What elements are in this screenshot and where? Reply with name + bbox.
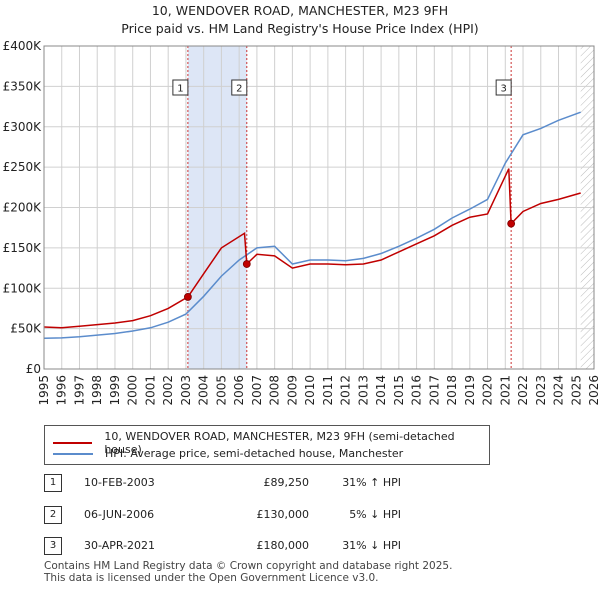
transaction-row: 2 06-JUN-2006 £130,000 5% ↓ HPI [44, 506, 464, 526]
x-tick-label: 2021 [498, 375, 512, 406]
x-tick-label: 2009 [285, 375, 299, 406]
x-tick-label: 2020 [481, 375, 495, 406]
chart-title: 10, WENDOVER ROAD, MANCHESTER, M23 9FH [151, 3, 449, 18]
legend-swatch-property [53, 442, 93, 444]
transaction-price: £130,000 [256, 508, 310, 521]
x-tick-label: 2006 [232, 375, 246, 406]
y-tick-label: £400K [3, 39, 43, 53]
x-tick-label: 2004 [197, 375, 211, 406]
sale-point [242, 260, 251, 268]
sale-point [183, 293, 192, 301]
transaction-date: 06-JUN-2006 [84, 508, 155, 521]
y-tick-label: £250K [3, 160, 43, 174]
x-tick-label: 2013 [356, 375, 370, 406]
x-tick-label: 2023 [534, 375, 548, 406]
plot-frame [43, 45, 595, 370]
x-tick-label: 2019 [463, 375, 477, 406]
hpi-line [43, 111, 581, 340]
legend-label-hpi: HPI: Average price, semi-detached house,… [105, 447, 404, 460]
sale-label-box [172, 79, 189, 96]
sale-label: 3 [500, 84, 506, 95]
transaction-row: 3 30-APR-2021 £180,000 31% ↓ HPI [44, 537, 464, 557]
footer-copyright: Contains HM Land Registry data © Crown c… [44, 560, 453, 572]
sale-label: 1 [177, 84, 183, 95]
x-tick-label: 2012 [339, 375, 353, 406]
x-tick-label: 2008 [268, 375, 282, 406]
chart-subtitle: Price paid vs. HM Land Registry's House … [121, 21, 479, 36]
y-tick-label: £350K [3, 79, 43, 93]
y-tick-label: £200K [3, 201, 43, 215]
x-tick-label: 2017 [427, 375, 441, 406]
transaction-price: £180,000 [256, 539, 310, 552]
sale-point [507, 219, 516, 228]
legend-swatch-hpi [53, 452, 93, 455]
y-tick-label: £100K [3, 281, 43, 295]
sale-label-box [231, 79, 248, 96]
sale-label: 2 [236, 84, 242, 95]
y-tick-label: £300K [3, 120, 43, 134]
x-tick-label: 2011 [321, 375, 335, 406]
x-tick-label: 1997 [72, 375, 86, 406]
legend-item-hpi: HPI: Average price, semi-detached house,… [53, 447, 403, 460]
x-tick-label: 2026 [587, 375, 600, 406]
x-tick-label: 2018 [445, 375, 459, 406]
x-tick-label: 2016 [410, 375, 424, 406]
x-tick-label: 2015 [392, 375, 406, 406]
transaction-price: £89,250 [263, 476, 310, 489]
legend-item-property: 10, WENDOVER ROAD, MANCHESTER, M23 9FH (… [53, 430, 489, 456]
x-tick-label: 2024 [552, 375, 566, 406]
x-tick-label: 2025 [569, 375, 583, 406]
transaction-number: 3 [44, 537, 62, 555]
x-tick-label: 2002 [161, 375, 175, 406]
x-tick-label: 1999 [108, 375, 122, 406]
y-tick-label: £0 [26, 362, 41, 376]
x-tick-label: 2000 [126, 375, 140, 406]
x-tick-label: 2003 [179, 375, 193, 406]
sale-label-box [495, 79, 512, 96]
x-tick-label: 1995 [37, 375, 51, 406]
transaction-number: 1 [44, 474, 62, 492]
transaction-date: 10-FEB-2003 [84, 476, 155, 489]
x-tick-label: 2007 [250, 375, 264, 406]
y-tick-label: £50K [10, 322, 42, 336]
transaction-row: 1 10-FEB-2003 £89,250 31% ↑ HPI [44, 474, 464, 494]
x-tick-label: 2001 [143, 375, 157, 406]
x-tick-label: 1996 [55, 375, 69, 406]
legend: 10, WENDOVER ROAD, MANCHESTER, M23 9FH (… [44, 425, 490, 465]
legend-label-property: 10, WENDOVER ROAD, MANCHESTER, M23 9FH (… [104, 430, 455, 456]
footer-license: This data is licensed under the Open Gov… [44, 572, 379, 584]
x-tick-label: 1998 [90, 375, 104, 406]
y-tick-label: £150K [3, 241, 43, 255]
property-price-line [43, 168, 581, 329]
transaction-date: 30-APR-2021 [84, 539, 156, 552]
x-tick-label: 2014 [374, 375, 388, 406]
x-tick-label: 2010 [303, 375, 317, 406]
transaction-delta: 5% ↓ HPI [349, 508, 401, 521]
transaction-delta: 31% ↑ HPI [342, 476, 401, 489]
x-tick-label: 2022 [516, 375, 530, 406]
transaction-delta: 31% ↓ HPI [342, 539, 401, 552]
transaction-number: 2 [44, 506, 62, 524]
price-chart: £0 £50K £100K £150K £200K £250K £300K £350K £400… [3, 39, 600, 406]
x-tick-label: 2005 [214, 375, 228, 406]
